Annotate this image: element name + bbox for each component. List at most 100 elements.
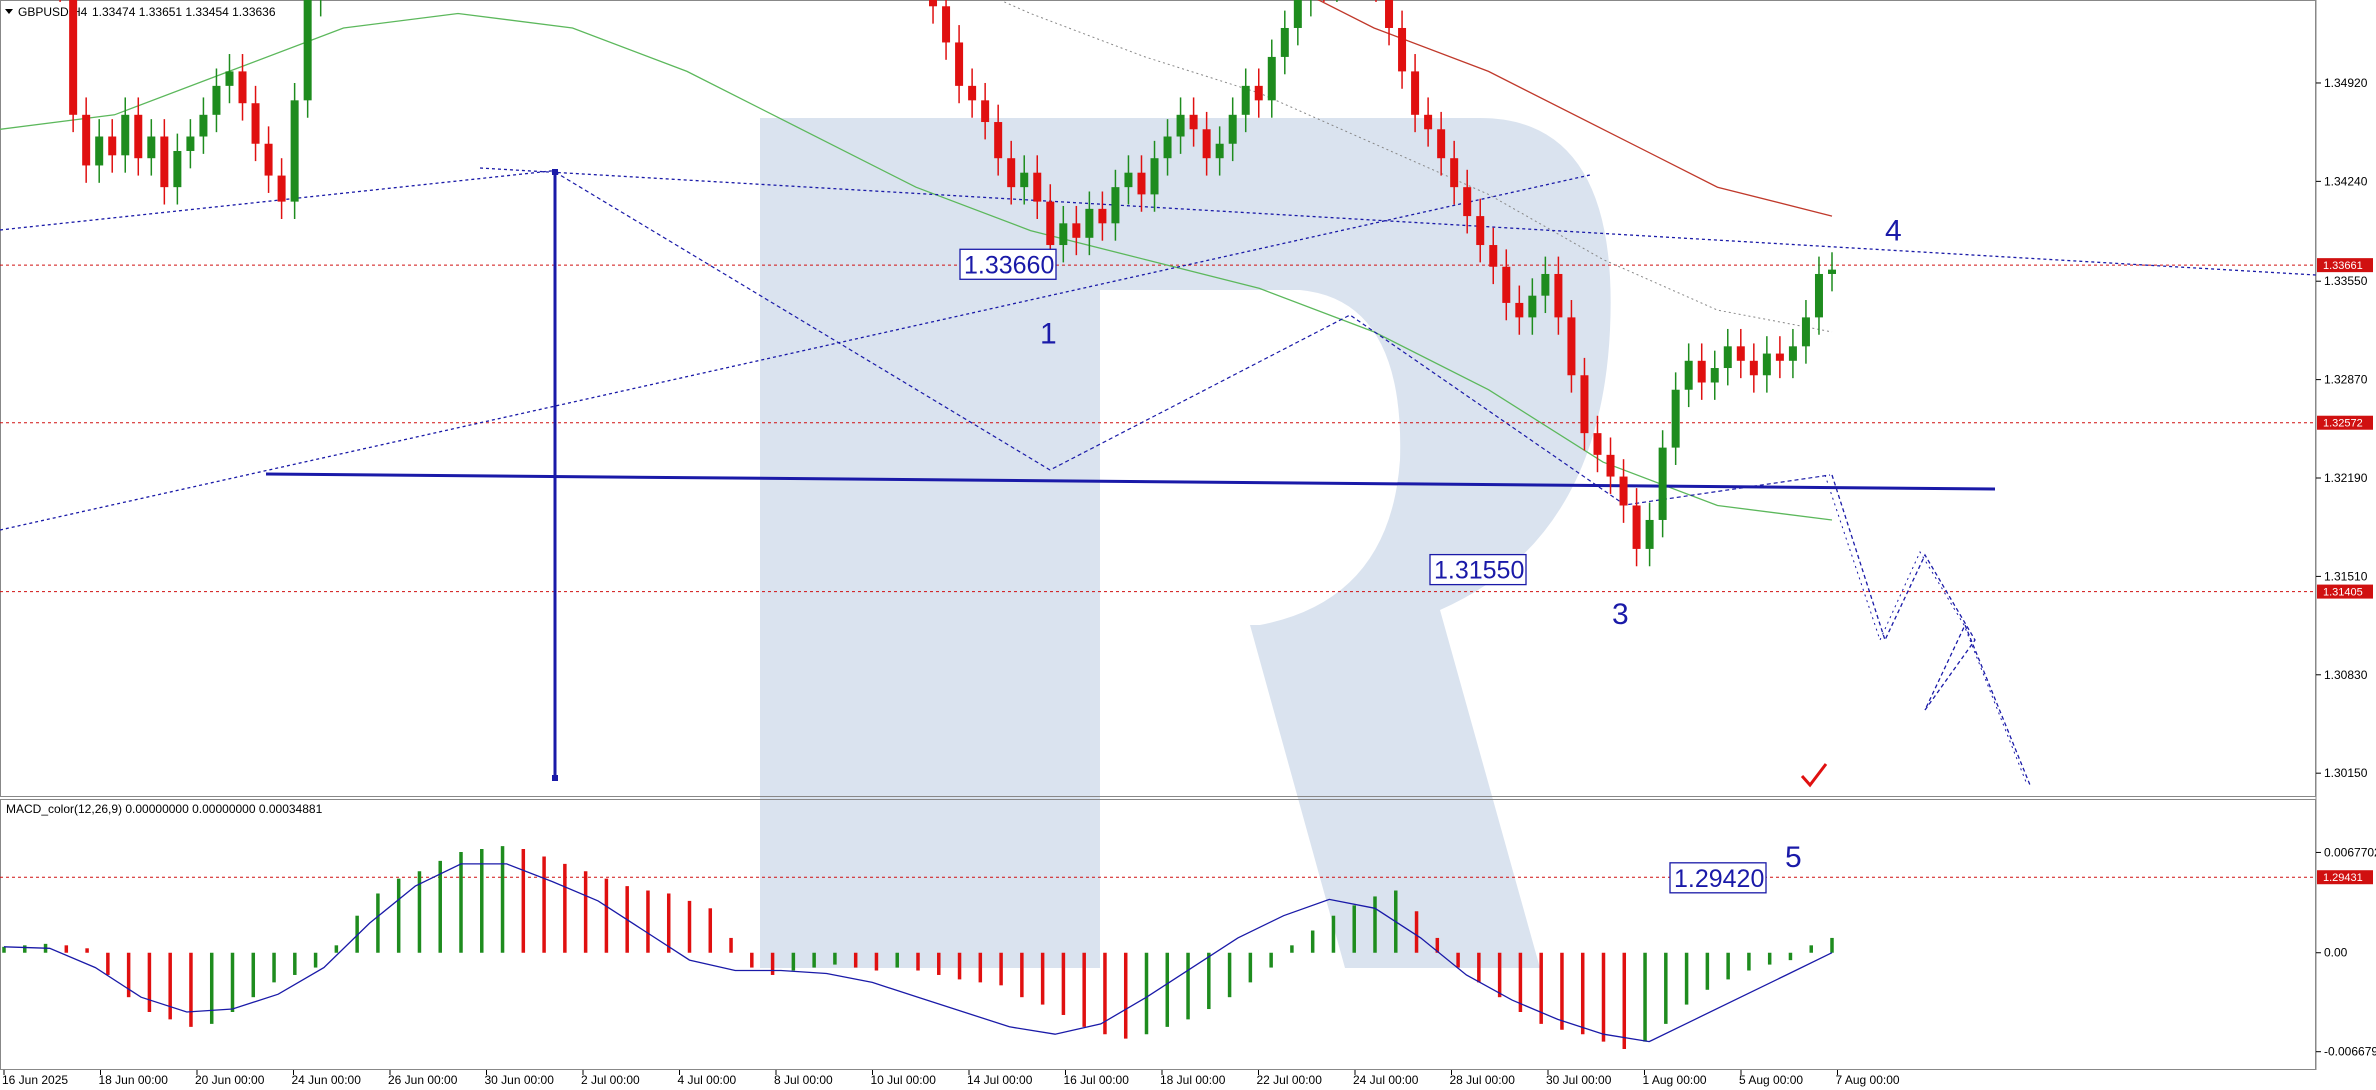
candle-body xyxy=(199,114,208,137)
candle-body xyxy=(212,85,221,115)
price-box xyxy=(959,248,1057,280)
ma-envelope-line xyxy=(998,0,1833,333)
candle-body xyxy=(264,143,273,176)
candle-body xyxy=(1476,216,1485,246)
price-tick-label: 1.33550 xyxy=(2324,274,2368,288)
price-box xyxy=(1429,553,1527,586)
candle-body xyxy=(82,114,91,166)
candle-body xyxy=(1593,433,1602,455)
time-tick-label: 18 Jul 00:00 xyxy=(1160,1073,1226,1087)
time-tick-label: 30 Jun 00:00 xyxy=(485,1073,555,1087)
candle-body xyxy=(290,100,299,202)
candle-body xyxy=(1619,476,1628,506)
time-tick-label: 10 Jul 00:00 xyxy=(871,1073,937,1087)
dropdown-triangle-icon[interactable] xyxy=(5,9,13,14)
price-tick-label: 1.34240 xyxy=(2324,174,2368,188)
time-tick-label: 24 Jul 00:00 xyxy=(1353,1073,1419,1087)
candle-body xyxy=(1554,273,1563,318)
candle-body xyxy=(1280,27,1289,57)
candle-body xyxy=(1215,143,1224,159)
price-tick-label: 1.32190 xyxy=(2324,471,2368,485)
candle-body xyxy=(1098,208,1107,224)
candle-body xyxy=(1749,360,1758,376)
forecast-alt-polyline xyxy=(1824,474,2027,783)
trend-line-down xyxy=(479,167,2317,276)
candle-body xyxy=(1450,158,1459,188)
ohlc-values: 1.33474 1.33651 1.33454 1.33636 xyxy=(92,5,276,19)
time-tick-label: 1 Aug 00:00 xyxy=(1643,1073,1707,1087)
candle-body xyxy=(1814,273,1823,318)
candle-body xyxy=(1111,187,1120,224)
candle-body xyxy=(1189,114,1198,130)
time-tick-label: 24 Jun 00:00 xyxy=(292,1073,362,1087)
time-axis: 16 Jun 2025 18 Jun 00:00 20 Jun 00:00 24 Ju… xyxy=(2,1070,1900,1087)
candle-body xyxy=(1202,129,1211,159)
candle-body xyxy=(1241,85,1250,115)
candle-body xyxy=(942,6,951,43)
candle-body xyxy=(1736,346,1745,361)
time-tick-label: 8 Jul 00:00 xyxy=(774,1073,833,1087)
macd-plot-frame xyxy=(0,799,2316,1070)
time-tick-label: 22 Jul 00:00 xyxy=(1257,1073,1323,1087)
candle-body xyxy=(1463,187,1472,217)
candle-body xyxy=(1411,71,1420,115)
candle-body xyxy=(1658,447,1667,520)
candle-body xyxy=(1762,353,1771,376)
trend-lines xyxy=(0,167,2317,781)
price-tick-label: 1.32870 xyxy=(2324,373,2368,387)
candle-body xyxy=(1150,158,1159,195)
candle-body xyxy=(134,114,143,159)
price-tick-label: 1.30150 xyxy=(2324,766,2368,780)
price-axis: 1.396901.390101.383301.376401.369601.362… xyxy=(2316,76,2368,780)
horizontal-projection-line xyxy=(265,472,1996,491)
trend-line-up xyxy=(0,174,1591,531)
time-tick-label: 18 Jun 00:00 xyxy=(99,1073,169,1087)
candle-body xyxy=(1385,0,1394,28)
trend-line-top xyxy=(0,169,561,231)
symbol-label: GBPUSD,H4 xyxy=(18,5,88,19)
candle-body xyxy=(1267,56,1276,101)
price-box-label: 1.31550 xyxy=(1434,557,1524,585)
candle-body xyxy=(95,136,104,166)
candle-body xyxy=(1020,172,1029,188)
candle-body xyxy=(1710,368,1719,383)
macd-header: MACD_color(12,26,9) 0.00000000 0.0000000… xyxy=(6,802,323,816)
candle-body xyxy=(1671,389,1680,448)
candle-body xyxy=(1788,346,1797,361)
macd-tick-label: -0.0066796 xyxy=(2324,1045,2376,1059)
candle-body xyxy=(1228,114,1237,144)
candle-body xyxy=(1801,317,1810,347)
candle-body xyxy=(1163,136,1172,159)
candle-body xyxy=(1645,519,1654,549)
candle-body xyxy=(147,136,156,159)
candle-body xyxy=(1828,269,1836,274)
price-tick-label: 1.34920 xyxy=(2324,76,2368,90)
candle-body xyxy=(303,0,312,101)
time-tick-label: 28 Jul 00:00 xyxy=(1450,1073,1516,1087)
price-box-label: 1.33660 xyxy=(964,251,1054,279)
candle-body xyxy=(1033,172,1042,202)
wave-zigzag xyxy=(554,171,1831,506)
candle-body xyxy=(1489,245,1498,267)
candle-body xyxy=(186,136,195,151)
candle-body xyxy=(1515,302,1524,318)
candle-body xyxy=(1059,223,1068,246)
candle-body xyxy=(955,42,964,86)
candle-body xyxy=(1072,223,1081,238)
time-tick-label: 2 Jul 00:00 xyxy=(581,1073,640,1087)
time-tick-label: 20 Jun 00:00 xyxy=(195,1073,265,1087)
candle-body xyxy=(1632,505,1641,549)
level-tag-label: 1.33661 xyxy=(2323,260,2363,272)
time-tick-label: 14 Jul 00:00 xyxy=(967,1073,1033,1087)
candle-body xyxy=(1697,360,1706,383)
candle-body xyxy=(277,175,286,202)
level-tag xyxy=(2317,870,2373,885)
level-tag-label: 1.31405 xyxy=(2323,587,2363,599)
candle-body xyxy=(1567,317,1576,376)
candle-body xyxy=(1684,360,1693,390)
candle-body xyxy=(1528,295,1537,318)
watermark-logo xyxy=(760,118,1611,968)
level-tag xyxy=(2317,584,2373,599)
wave-label-3: 3 xyxy=(1612,598,1629,631)
